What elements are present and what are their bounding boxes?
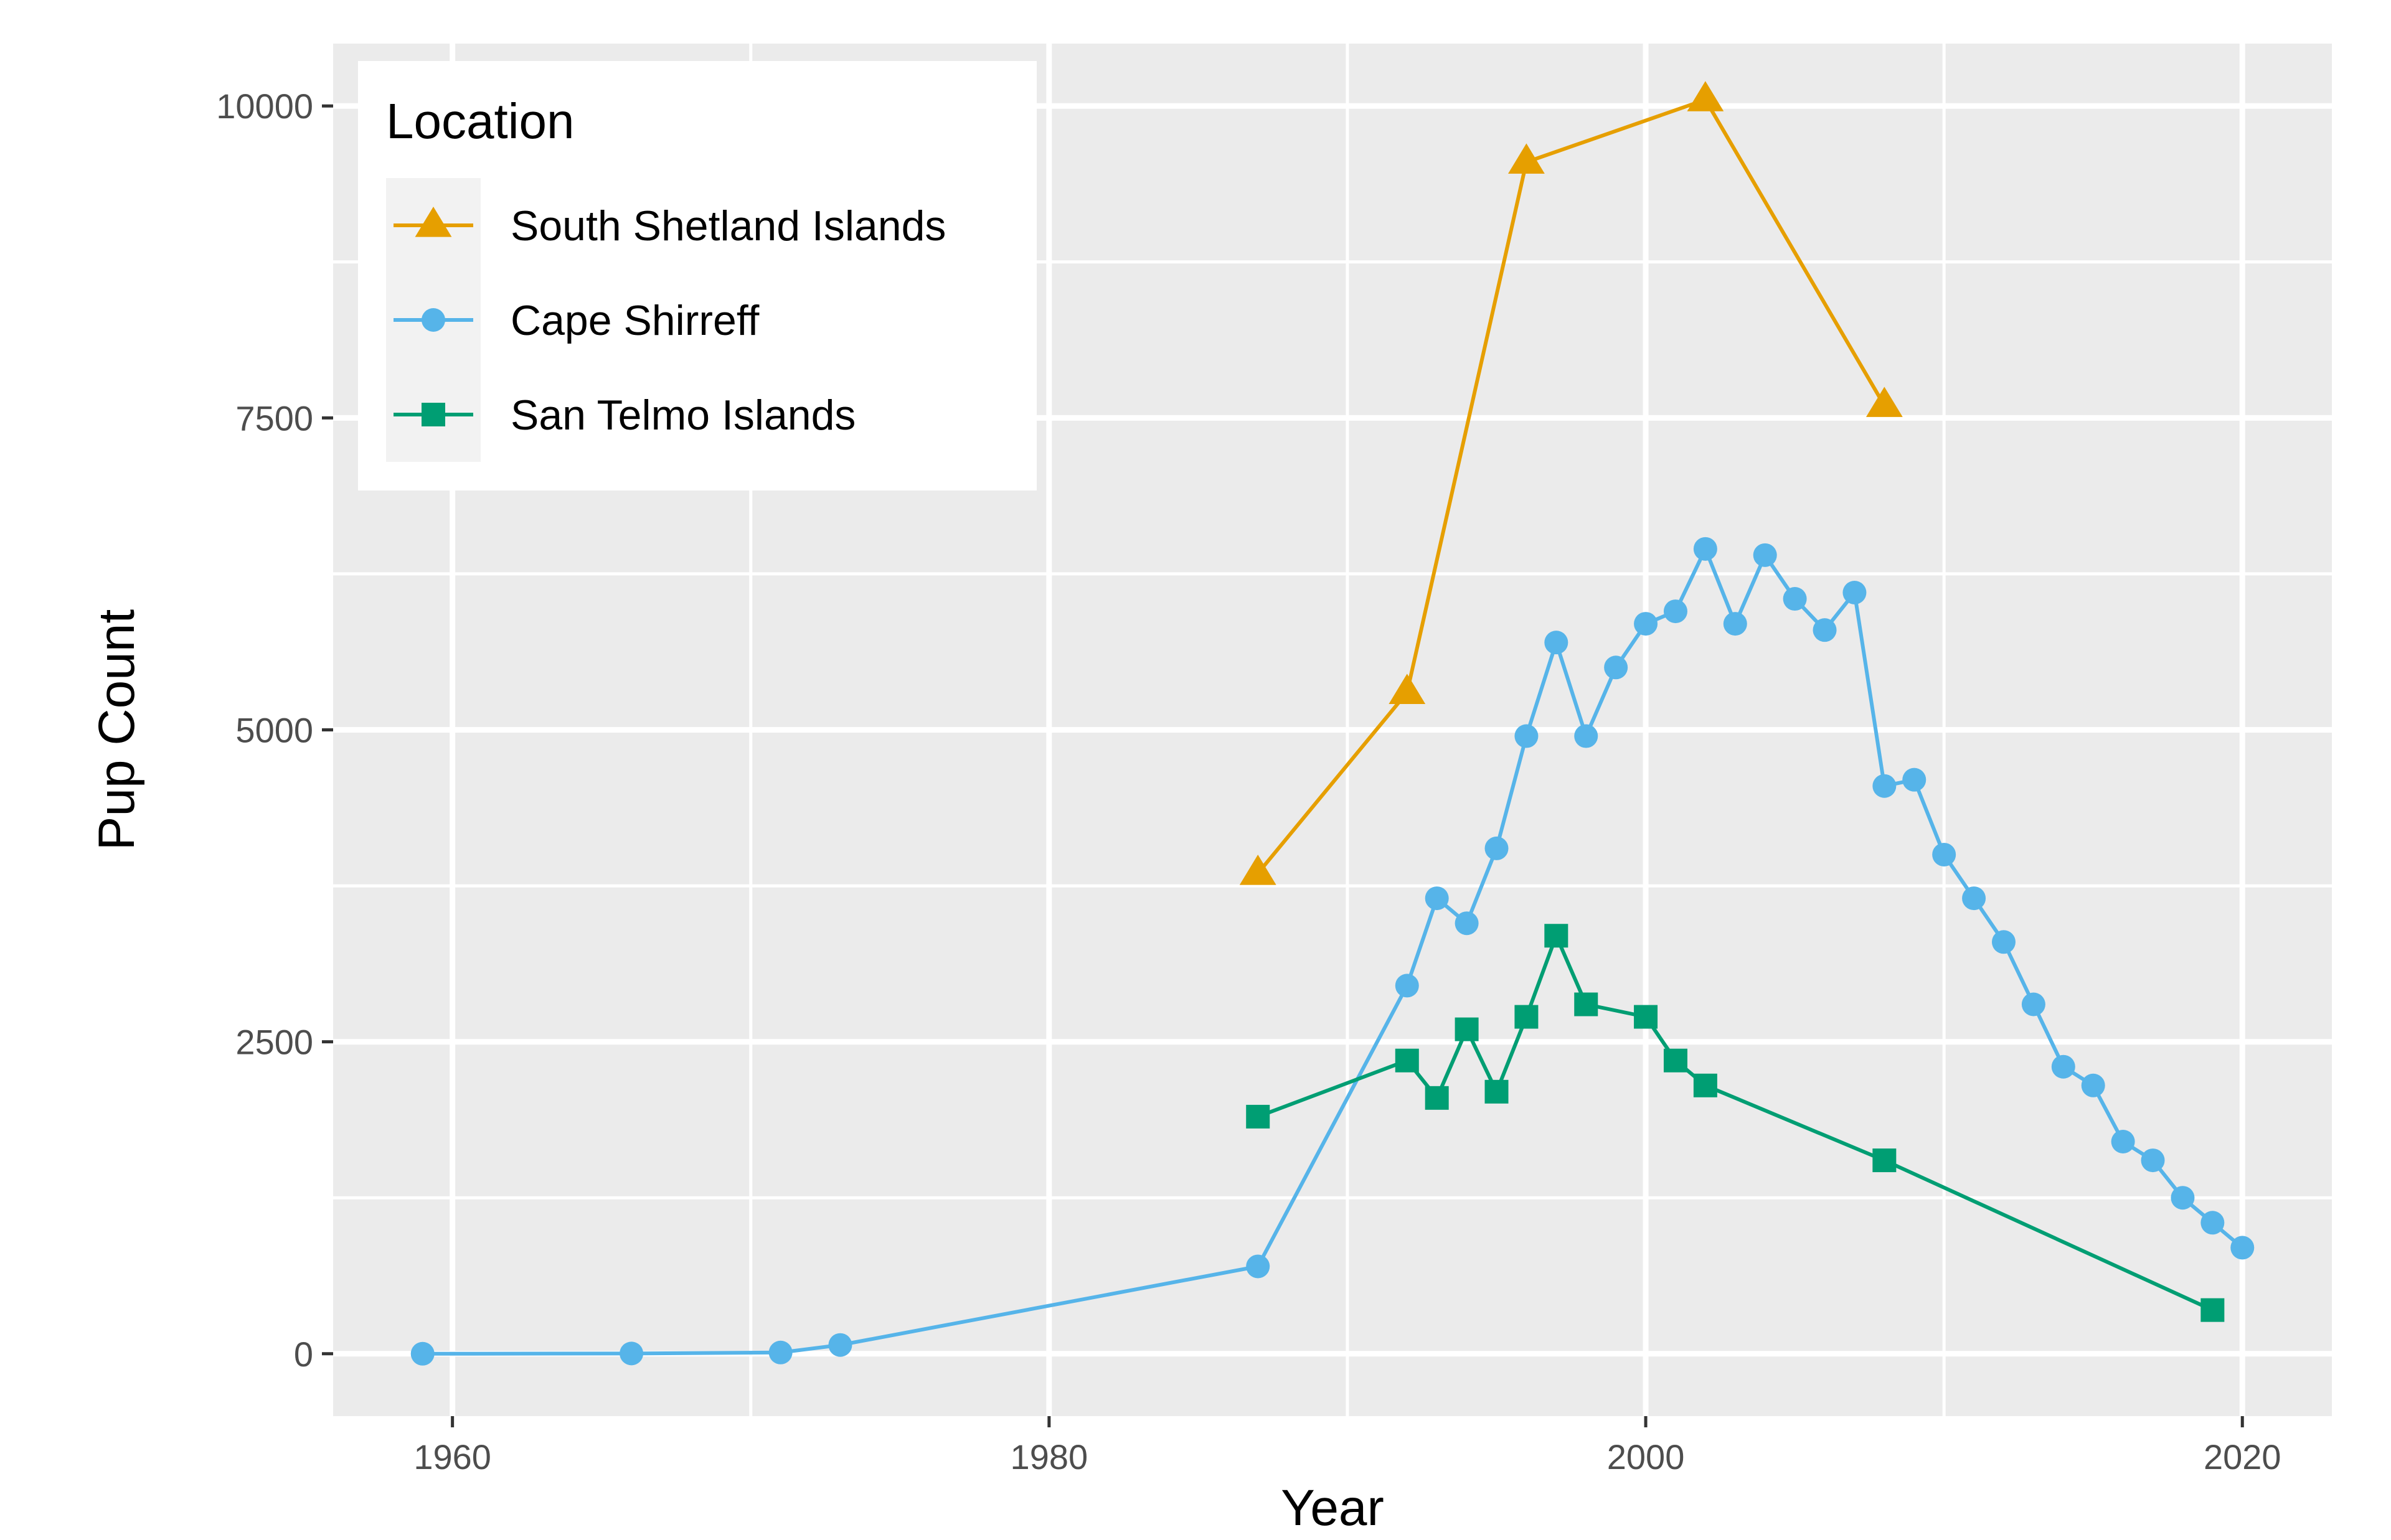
cape-shirreff-point — [1574, 724, 1598, 748]
san-telmo-islands-point — [1663, 1048, 1687, 1073]
cape-shirreff-point — [2021, 992, 2045, 1016]
legend-items: South Shetland Islands Cape Shirreff San T… — [386, 178, 946, 462]
legend-label: Cape Shirreff — [511, 297, 760, 344]
cape-shirreff-point — [1962, 886, 1986, 911]
y-tick-label: 7500 — [235, 398, 313, 438]
cape-shirreff-point — [1753, 543, 1777, 567]
cape-shirreff-point — [1723, 612, 1747, 636]
cape-shirreff-point — [620, 1341, 644, 1366]
cape-shirreff-point — [1514, 724, 1539, 748]
y-tick-label: 5000 — [235, 711, 313, 750]
san-telmo-islands-point — [1395, 1048, 1419, 1073]
south-shetland-islands-point — [1508, 143, 1545, 174]
cape-shirreff-point — [1663, 599, 1687, 624]
cape-shirreff-point — [2051, 1054, 2075, 1079]
x-tick-label: 2020 — [2204, 1437, 2281, 1477]
san-telmo-islands-point — [1544, 924, 1568, 948]
cape-shirreff-point — [2081, 1073, 2105, 1097]
south-shetland-islands-point — [1865, 387, 1903, 417]
legend-label: South Shetland Islands — [511, 202, 946, 250]
cape-shirreff-point — [410, 1341, 435, 1366]
san-telmo-islands-point — [1693, 1073, 1717, 1097]
cape-shirreff-point — [1395, 974, 1419, 998]
cape-shirreff-point — [1604, 655, 1628, 680]
legend-key-marker — [422, 403, 445, 426]
legend-title: Location — [386, 93, 574, 149]
cape-shirreff-point — [1872, 774, 1897, 798]
cape-shirreff-point — [1246, 1254, 1270, 1279]
x-tick-label: 2000 — [1607, 1437, 1685, 1477]
san-telmo-islands-point — [1574, 992, 1598, 1016]
y-axis-title: Pup Count — [88, 609, 145, 851]
legend-item-south-shetland-islands: South Shetland Islands — [386, 178, 946, 273]
series-san-telmo-islands — [1246, 924, 2225, 1322]
cape-shirreff-point — [1902, 768, 1926, 792]
cape-shirreff-point — [2141, 1148, 2165, 1173]
san-telmo-islands-point — [1514, 1005, 1539, 1029]
san-telmo-islands-point — [1634, 1005, 1658, 1029]
y-axis: 0 2500 5000 7500 10000 — [216, 87, 333, 1374]
san-telmo-islands-point — [1484, 1079, 1509, 1104]
cape-shirreff-point — [2111, 1130, 2135, 1153]
series-layer — [410, 81, 2255, 1366]
cape-shirreff-line — [422, 547, 2244, 1356]
legend-item-cape-shirreff: Cape Shirreff — [386, 273, 760, 367]
south-shetland-islands-point — [1389, 674, 1426, 704]
cape-shirreff-point — [1813, 618, 1837, 642]
cape-shirreff-point — [1455, 911, 1479, 936]
san-telmo-islands-point — [1455, 1017, 1479, 1041]
san-telmo-islands-point — [2200, 1298, 2225, 1322]
x-axis: 1960 1980 2000 2020 — [413, 1416, 2281, 1477]
series-south-shetland-islands — [1239, 81, 1903, 885]
cape-shirreff-point — [2200, 1211, 2225, 1235]
cape-shirreff-point — [1693, 537, 1717, 561]
cape-shirreff-point — [1634, 612, 1658, 636]
cape-shirreff-point — [2171, 1186, 2195, 1210]
y-tick-label: 10000 — [216, 87, 313, 126]
san-telmo-islands-point — [1872, 1148, 1897, 1173]
south-shetland-islands-point — [1239, 855, 1276, 885]
cape-shirreff-point — [2230, 1236, 2255, 1260]
cape-shirreff-point — [1783, 587, 1807, 611]
cape-shirreff-point — [1484, 836, 1509, 860]
legend-item-san-telmo-islands: San Telmo Islands — [386, 367, 856, 462]
y-tick-label: 0 — [294, 1335, 313, 1374]
x-tick-label: 1980 — [1011, 1437, 1088, 1477]
legend-key-marker — [422, 308, 445, 332]
cape-shirreff-point — [1425, 886, 1449, 911]
series-cape-shirreff — [410, 537, 2255, 1366]
legend: Location South Shetland Islands Cape Shir… — [358, 61, 1037, 491]
cape-shirreff-point — [1544, 631, 1568, 655]
x-tick-label: 1960 — [413, 1437, 491, 1477]
san-telmo-islands-point — [1246, 1104, 1270, 1129]
cape-shirreff-point — [1932, 842, 1956, 866]
san-telmo-islands-point — [1425, 1086, 1449, 1110]
y-tick-label: 2500 — [235, 1023, 313, 1062]
x-axis-title: Year — [1281, 1480, 1384, 1536]
legend-label: San Telmo Islands — [511, 392, 856, 439]
cape-shirreff-point — [768, 1340, 793, 1364]
south-shetland-islands-point — [1687, 81, 1724, 111]
cape-shirreff-point — [1842, 581, 1867, 604]
cape-shirreff-point — [828, 1333, 852, 1357]
cape-shirreff-point — [1991, 930, 2016, 954]
legend-key-marker — [415, 207, 452, 237]
